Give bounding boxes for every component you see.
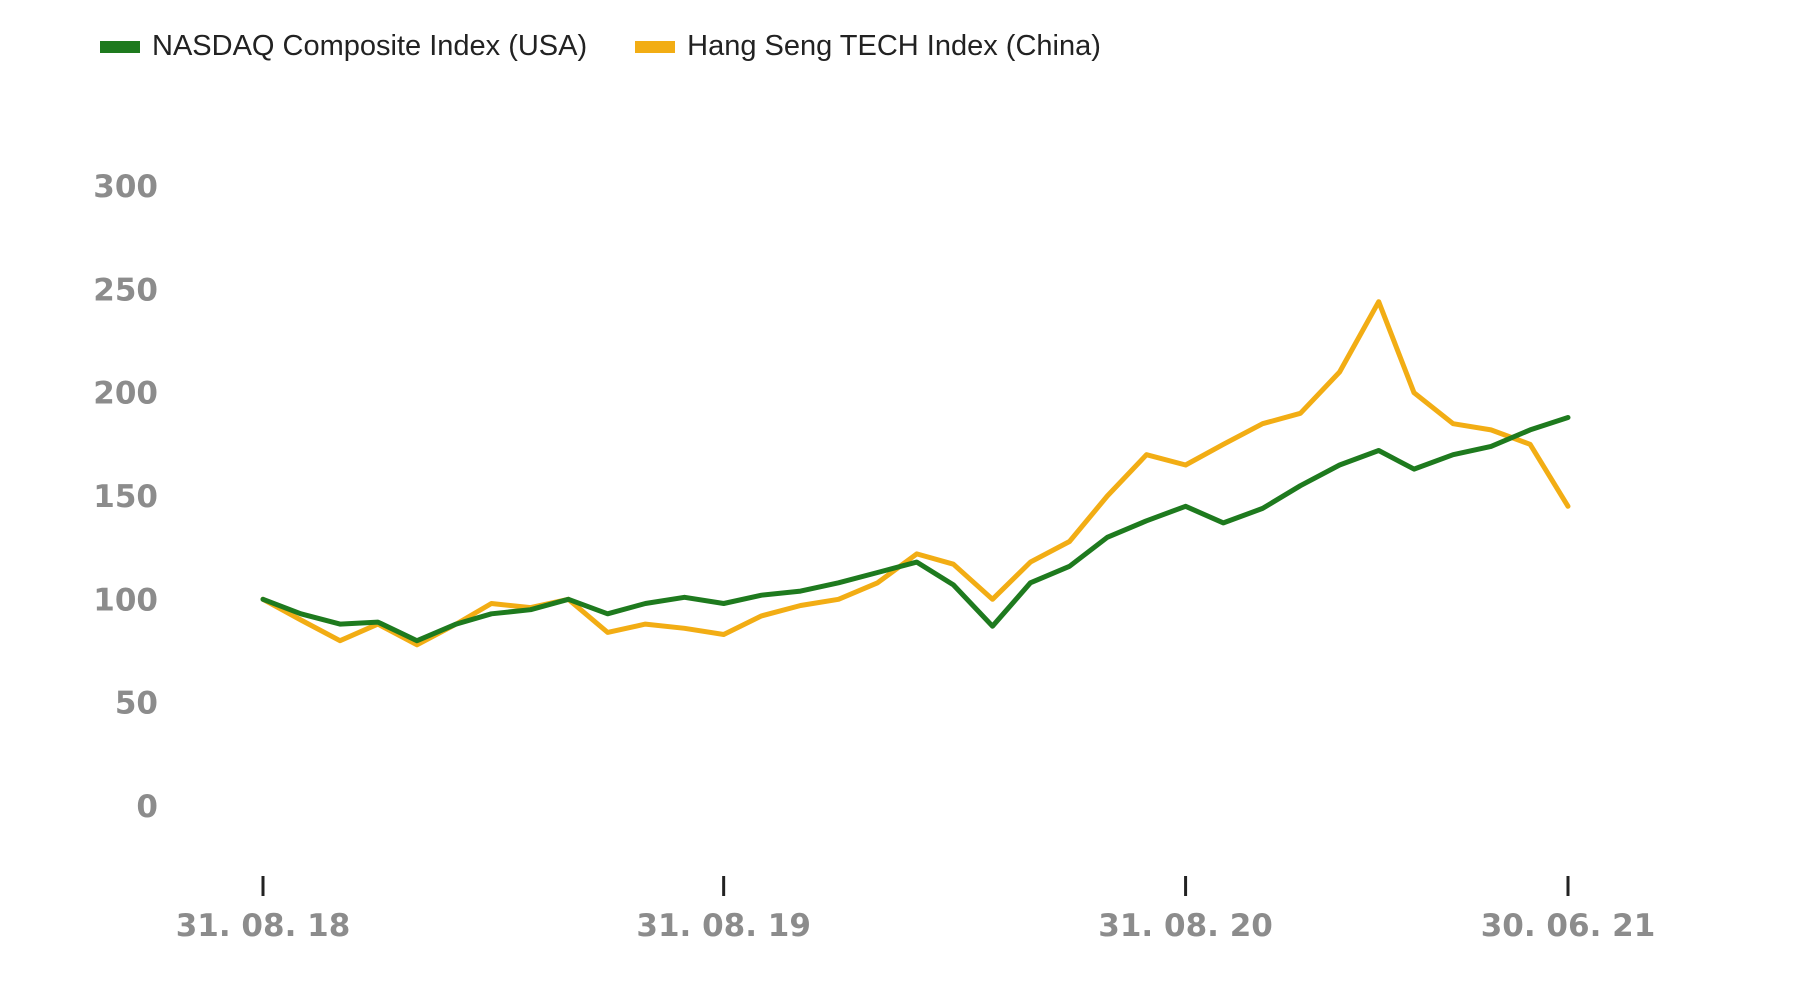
x-tick-label: 31. 08. 20 (1098, 908, 1273, 944)
y-tick-label: 100 (93, 582, 158, 618)
y-axis: 300 250 200 150 100 50 0 (93, 169, 158, 825)
x-tick-label: 31. 08. 19 (636, 908, 811, 944)
legend-label-nasdaq: NASDAQ Composite Index (USA) (152, 30, 588, 62)
y-tick-label: 0 (136, 789, 158, 825)
legend-item-nasdaq[interactable]: NASDAQ Composite Index (USA) (100, 30, 587, 63)
series-line-nasdaq (260, 415, 1571, 644)
chart-legend: NASDAQ Composite Index (USA) Hang Seng T… (100, 30, 1101, 63)
y-tick-label: 200 (93, 376, 158, 412)
legend-swatch-hang-seng (635, 40, 676, 53)
y-tick-label: 300 (93, 169, 158, 205)
legend-item-hang-seng[interactable]: Hang Seng TECH Index (China) (635, 30, 1101, 63)
legend-label-hang-seng: Hang Seng TECH Index (China) (687, 30, 1101, 62)
legend-swatch-nasdaq (100, 40, 140, 53)
y-tick-label: 50 (115, 686, 158, 722)
y-tick-label: 250 (93, 272, 158, 308)
series-line-hang-seng (260, 299, 1571, 648)
series-layer (260, 299, 1571, 648)
x-tick-label: 30. 06. 21 (1481, 908, 1656, 944)
x-tick-label: 31. 08. 18 (176, 908, 351, 944)
y-tick-label: 150 (93, 479, 158, 515)
x-axis: 31. 08. 18 31. 08. 19 31. 08. 20 30. 06. 21 (176, 876, 1656, 944)
